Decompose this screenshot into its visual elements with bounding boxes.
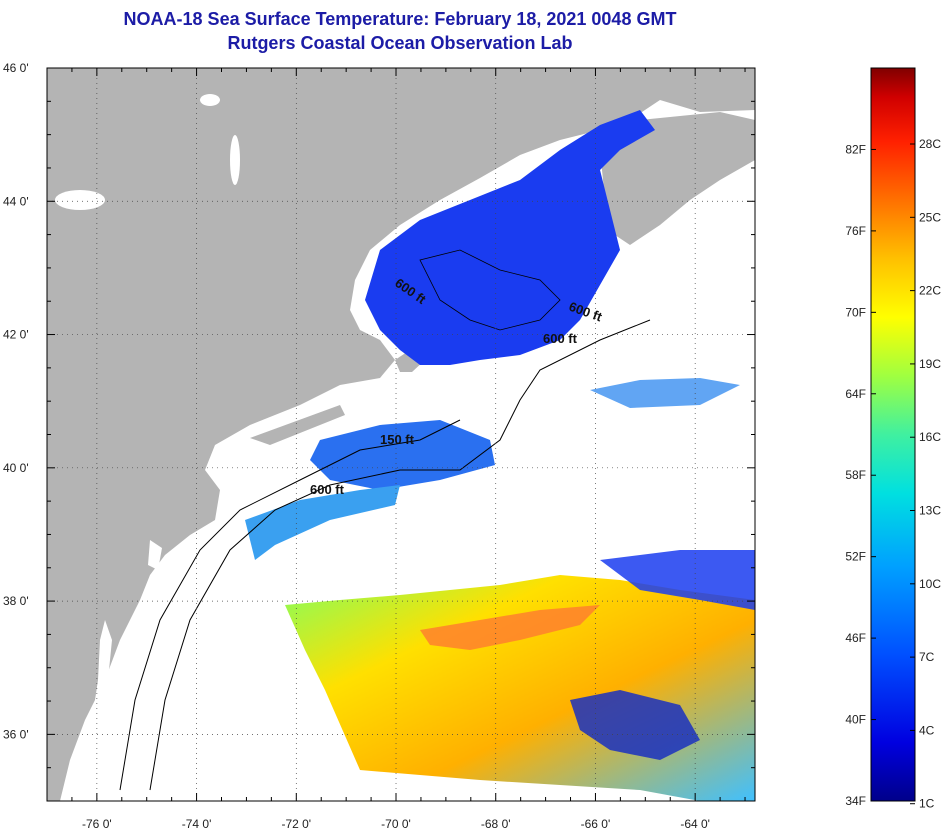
latitude-label: 44 0' [3, 194, 29, 208]
lake [200, 94, 220, 106]
colorbar-c-label: 1C [919, 797, 935, 811]
colorbar-f-label: 46F [845, 631, 866, 645]
colorbar-c-label: 4C [919, 723, 935, 737]
chesapeake-bay [84, 620, 112, 790]
colorbar-c-label: 13C [919, 504, 941, 518]
shelf-sst [310, 420, 495, 490]
georges-bank-sst [590, 378, 740, 408]
longitude-axis: -76 0' -74 0' -72 0' -70 0' -68 0' -66 0' -64 … [71, 68, 746, 831]
longitude-label: -74 0' [182, 817, 212, 831]
longitude-label: -76 0' [82, 817, 112, 831]
longitude-label: -64 0' [680, 817, 710, 831]
contour-label: 150 ft [380, 432, 415, 447]
map-title: NOAA-18 Sea Surface Temperature: Februar… [123, 9, 677, 29]
gulf-of-maine-basin-contour [419, 249, 561, 331]
isobath-600ft [149, 319, 651, 791]
colorbar-f-label: 82F [845, 142, 866, 156]
delaware-bay [148, 540, 162, 570]
land-us-east-coast [47, 68, 755, 801]
latitude-label: 42 0' [3, 328, 29, 342]
colorbar-f-label: 76F [845, 224, 866, 238]
longitude-label: -68 0' [481, 817, 511, 831]
colorbar-c-label: 19C [919, 357, 941, 371]
colorbar-f-label: 58F [845, 468, 866, 482]
latitude-label: 36 0' [3, 727, 29, 741]
isobath-150ft [119, 419, 461, 791]
latitude-label: 38 0' [3, 594, 29, 608]
warm-core-band [420, 605, 600, 650]
gulf-of-maine-sst [365, 110, 655, 365]
colorbar-c-label: 7C [919, 650, 935, 664]
colorbar-c-label: 25C [919, 210, 941, 224]
map-subtitle: Rutgers Coastal Ocean Observation Lab [227, 33, 573, 53]
latitude-label: 40 0' [3, 461, 29, 475]
graticule [47, 68, 755, 801]
colorbar-f-label: 70F [845, 305, 866, 319]
longitude-label: -70 0' [381, 817, 411, 831]
lake-ontario [55, 190, 105, 210]
colorbar-c-label: 10C [919, 577, 941, 591]
colorbar-c-label: 16C [919, 430, 941, 444]
colorbar-ticks: 82F 76F 70F 64F 58F 52F 46F 40F 34F 28C 25C 22C 19C 1… [845, 137, 941, 811]
colorbar-f-label: 52F [845, 550, 866, 564]
lake-champlain [230, 135, 240, 185]
contour-label: 600 ft [543, 331, 578, 346]
longitude-label: -66 0' [581, 817, 611, 831]
colorbar-f-label: 64F [845, 387, 866, 401]
colorbar-f-label: 34F [845, 794, 866, 808]
slope-cold-water [600, 550, 755, 610]
colorbar [870, 67, 916, 802]
colorbar-c-label: 28C [919, 137, 941, 151]
contour-label: 600 ft [310, 482, 345, 497]
colorbar-c-label: 22C [919, 284, 941, 298]
latitude-axis: 46 0' 44 0' 42 0' 40 0' 38 0' 36 0' [3, 61, 755, 769]
longitude-label: -72 0' [281, 817, 311, 831]
colorbar-f-label: 40F [845, 713, 866, 727]
latitude-label: 46 0' [3, 61, 29, 75]
land-long-island [250, 405, 345, 445]
cold-eddy [570, 690, 700, 760]
shelf-sst-south [245, 485, 400, 560]
land-nova-scotia [600, 112, 755, 245]
